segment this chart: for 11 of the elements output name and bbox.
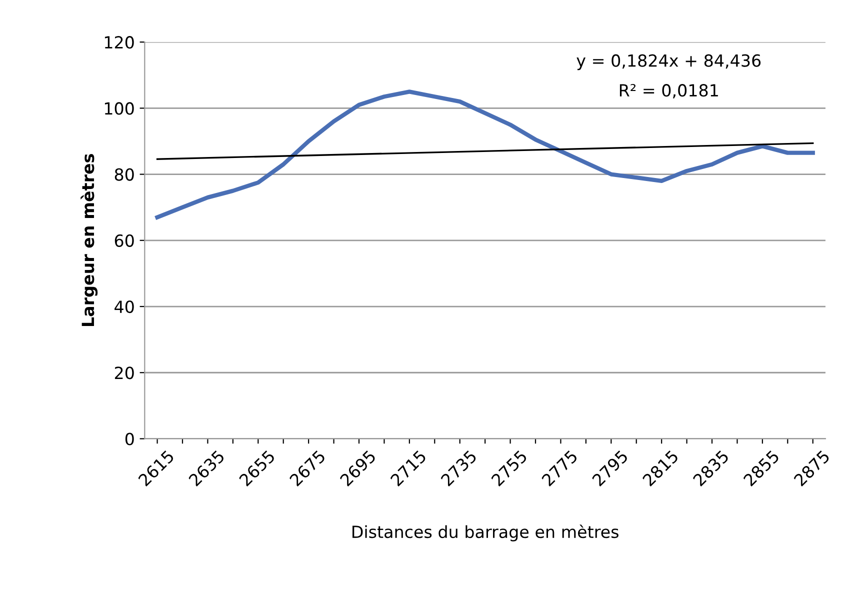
annotation: y = 0,1824x + 84,436 bbox=[576, 54, 761, 70]
y-tick-label: 80 bbox=[114, 168, 134, 181]
annotation: R² = 0,0181 bbox=[620, 84, 718, 98]
y-tick-label: 20 bbox=[114, 366, 134, 380]
y-tick-label: 40 bbox=[114, 300, 134, 314]
y-tick-label: 120 bbox=[104, 36, 134, 49]
y-tick-label: 100 bbox=[104, 102, 134, 115]
y-axis-title: Largeur en mètres bbox=[80, 154, 98, 326]
y-tick-label: 60 bbox=[114, 234, 134, 247]
x-axis-title: Distances du barrage en mètres bbox=[352, 524, 618, 542]
y-tick-label: 0 bbox=[125, 432, 134, 446]
